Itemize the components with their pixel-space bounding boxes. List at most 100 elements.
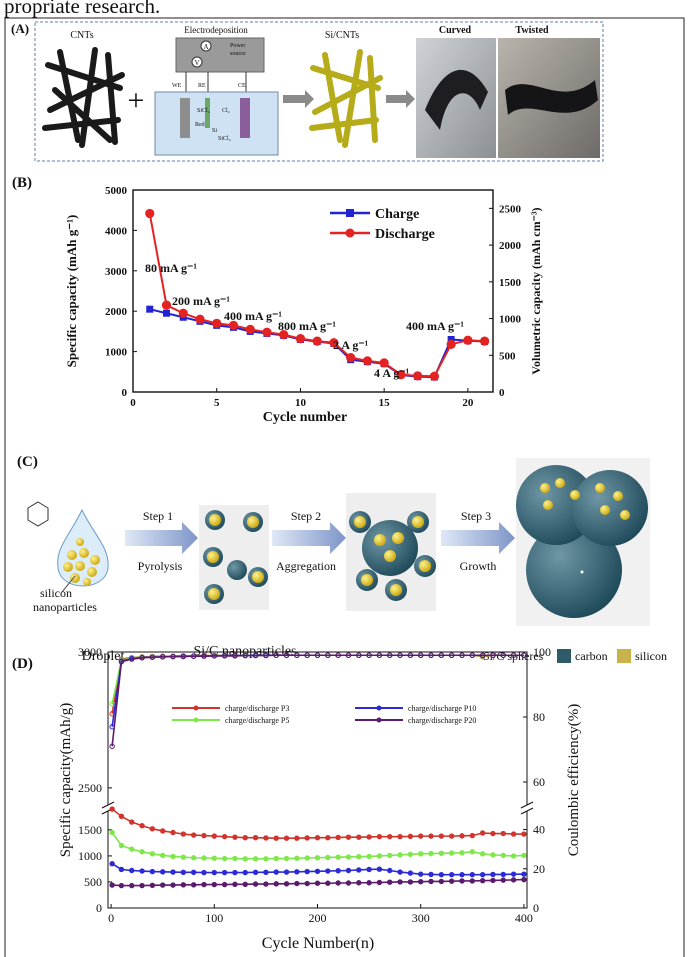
- marker: [273, 869, 279, 875]
- marker: [387, 852, 393, 859]
- twisted-label: Twisted: [515, 25, 549, 36]
- marker: [201, 653, 207, 659]
- marker: [245, 324, 255, 334]
- marker: [356, 880, 362, 886]
- marker: [335, 880, 341, 886]
- marker: [335, 854, 341, 860]
- x-tick-label: 10: [295, 397, 307, 409]
- x-tick-label: 0: [108, 911, 114, 925]
- film: [505, 80, 598, 115]
- marker: [221, 869, 228, 876]
- marker: [232, 834, 238, 840]
- marker: [469, 652, 476, 658]
- marker: [314, 855, 321, 861]
- marker: [201, 881, 207, 888]
- film: [425, 69, 488, 130]
- marker: [418, 833, 424, 839]
- marker: [438, 878, 445, 885]
- marker: [252, 834, 259, 841]
- marker: [242, 881, 248, 888]
- marker: [469, 849, 476, 855]
- step-label: Step 1: [143, 509, 173, 523]
- chart: (B) 0 5 10 15 20 0 1000 2000 3000 4000 5000 0 500 1000…: [12, 175, 543, 425]
- arrow: [283, 90, 314, 108]
- marker: [170, 653, 176, 660]
- marker: [180, 869, 187, 876]
- marker: [356, 652, 362, 658]
- marker: [149, 826, 156, 832]
- marker: [139, 823, 145, 829]
- marker: [232, 869, 238, 876]
- panel-label: (B): [12, 175, 32, 191]
- legend-label: charge/discharge P20: [408, 716, 476, 725]
- arrow: [386, 90, 415, 108]
- panel-a: (A) CNTs + Electrodeposition A V Power s…: [11, 21, 604, 162]
- marker: [178, 308, 188, 318]
- red-label: Red: [195, 122, 205, 128]
- legend-label: charge/discharge P10: [408, 704, 476, 713]
- marker: [129, 656, 135, 662]
- y2-tick-label: 0: [499, 387, 505, 399]
- outer-frame: [4, 17, 685, 957]
- marker: [407, 851, 414, 858]
- marker: [407, 870, 414, 876]
- marker: [118, 813, 125, 820]
- step-label: Aggregation: [276, 559, 336, 573]
- marker: [294, 869, 300, 875]
- y2-tick-label: 80: [533, 710, 545, 724]
- re-label: RE: [198, 83, 206, 89]
- marker: [159, 828, 166, 834]
- sicl4-label: SiCl₄: [218, 136, 231, 142]
- marker: [335, 652, 341, 658]
- y2-tick-label: 40: [533, 823, 545, 837]
- marker: [510, 652, 517, 658]
- si-label: Si: [212, 128, 217, 134]
- legend-label: charge/discharge P3: [225, 704, 289, 713]
- marker: [190, 855, 197, 861]
- marker: [118, 882, 125, 889]
- si-cnts-label: Si/CNTs: [325, 30, 359, 41]
- marker: [428, 878, 434, 885]
- sicl4-label: SiCl₄: [197, 108, 210, 114]
- marker: [345, 880, 352, 886]
- marker: [376, 866, 383, 872]
- marker: [279, 330, 289, 340]
- marker: [463, 335, 473, 345]
- marker: [242, 834, 248, 841]
- marker: [418, 652, 424, 658]
- pointer: [61, 575, 76, 593]
- marker: [170, 882, 176, 888]
- marker: [159, 882, 166, 888]
- cnt-rods: [42, 47, 125, 148]
- nanoparticle-label: silicon: [40, 586, 72, 600]
- marker: [190, 869, 197, 876]
- marker: [211, 653, 217, 659]
- legend-label: carbon: [575, 649, 608, 663]
- marker: [325, 652, 331, 658]
- pyridine: [27, 501, 49, 527]
- marker: [242, 869, 248, 876]
- marker: [252, 652, 259, 659]
- marker: [510, 871, 517, 877]
- y2-tick-label: 1000: [499, 314, 522, 326]
- step-arrow: [125, 522, 198, 554]
- x-tick-label: 200: [309, 911, 327, 925]
- step-arrow: [272, 522, 346, 554]
- marker: [335, 868, 341, 874]
- marker: [376, 652, 383, 658]
- marker: [262, 327, 272, 337]
- marker: [252, 856, 259, 862]
- marker: [459, 850, 465, 856]
- caption: Droplet: [82, 649, 125, 664]
- marker: [387, 879, 393, 885]
- x-tick-label: 5: [214, 397, 220, 409]
- marker: [139, 849, 145, 855]
- marker: [329, 338, 339, 348]
- legend-label: silicon: [635, 649, 667, 663]
- marker: [263, 856, 269, 862]
- legend-marker: [376, 705, 382, 711]
- plot-frame: [132, 189, 494, 393]
- beaker: [154, 91, 279, 156]
- marker: [345, 652, 352, 658]
- we-label: WE: [172, 83, 182, 89]
